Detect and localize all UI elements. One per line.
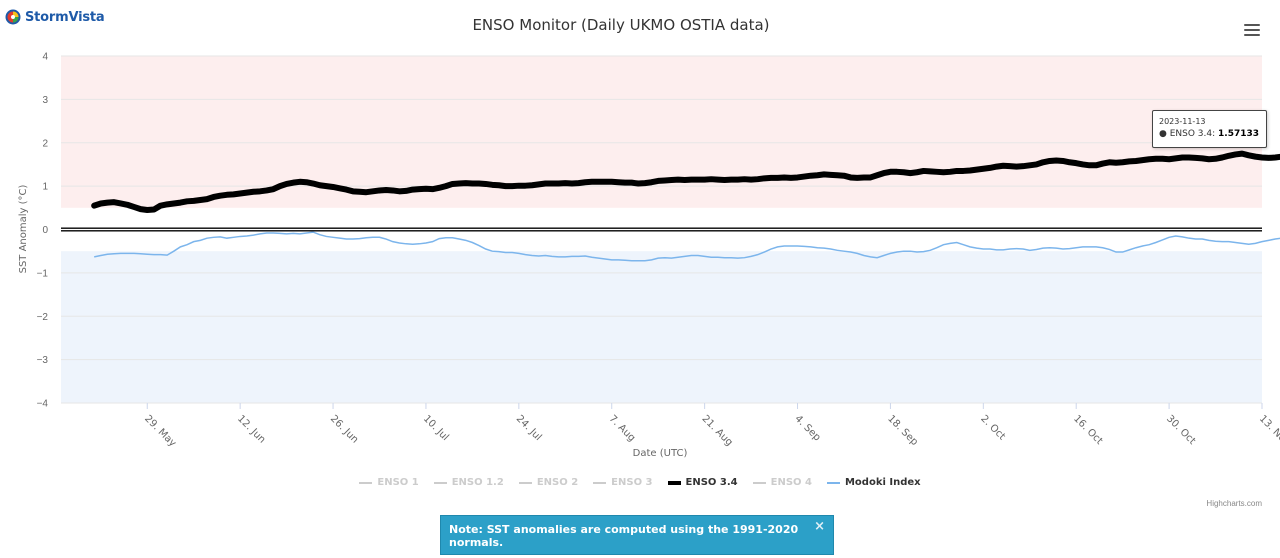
note-text: Note: SST anomalies are computed using t… <box>449 523 799 549</box>
modoki-series-line[interactable] <box>94 228 1280 262</box>
legend-swatch <box>752 481 766 484</box>
x-tick-label: 30. Oct <box>1164 413 1198 447</box>
close-icon[interactable]: × <box>814 519 825 534</box>
legend-swatch <box>433 481 447 484</box>
legend-item-enso-1-2[interactable]: ENSO 1.2 <box>433 477 504 488</box>
legend-item-modoki-index[interactable]: Modoki Index <box>826 477 921 488</box>
y-tick-label: −3 <box>37 355 49 366</box>
legend-swatch <box>518 481 532 484</box>
x-tick-label: 7. Aug <box>607 413 638 444</box>
logo[interactable]: StormVista <box>5 9 105 25</box>
tooltip-date: 2023-11-13 <box>1159 117 1206 126</box>
y-tick-label: 4 <box>42 52 48 63</box>
x-tick-label: 26. Jun <box>328 413 360 445</box>
highcharts-credits-link[interactable]: Highcharts.com <box>1206 499 1262 508</box>
y-tick-label: 1 <box>42 182 48 193</box>
x-tick-label: 4. Sep <box>792 413 822 443</box>
legend-swatch <box>593 481 607 484</box>
x-tick-label: 16. Oct <box>1071 413 1105 447</box>
y-tick-label: −4 <box>37 399 49 410</box>
legend-item-enso-4[interactable]: ENSO 4 <box>752 477 812 488</box>
positive-anomaly-band <box>61 56 1262 208</box>
enso34-series-line[interactable] <box>91 150 1280 213</box>
x-tick-label: 29. May <box>142 413 178 449</box>
legend-item-enso-2[interactable]: ENSO 2 <box>518 477 579 488</box>
y-tick-label: 0 <box>42 225 48 236</box>
legend-label: ENSO 2 <box>536 477 579 488</box>
negative-anomaly-band <box>61 251 1262 403</box>
y-tick-label: −1 <box>37 268 49 279</box>
legend-label: ENSO 3.4 <box>685 477 738 488</box>
legend-label: ENSO 1 <box>377 477 419 488</box>
x-tick-label: 24. Jul <box>514 413 544 443</box>
y-axis-title: SST Anomaly (°C) <box>18 184 29 273</box>
legend-swatch <box>826 481 840 484</box>
x-axis-title: Date (UTC) <box>633 448 688 459</box>
x-tick-label: 21. Aug <box>700 413 735 448</box>
x-tick-label: 18. Sep <box>885 413 920 448</box>
x-tick-label: 10. Jul <box>421 413 451 443</box>
legend-item-enso-1[interactable]: ENSO 1 <box>359 477 419 488</box>
tooltip-value: 1.57133 <box>1218 129 1260 139</box>
tooltip-row: ● ENSO 3.4: 1.57133 <box>1159 129 1260 139</box>
x-tick-label: 13. Nov <box>1257 413 1280 448</box>
y-tick-label: −2 <box>37 312 49 323</box>
stormvista-logo-icon <box>5 9 21 25</box>
data-tooltip: 2023-11-13 ● ENSO 3.4: 1.57133 <box>1152 110 1267 148</box>
legend-swatch <box>667 480 681 485</box>
tooltip-series: ENSO 3.4: <box>1169 129 1216 139</box>
legend-label: ENSO 3 <box>611 477 653 488</box>
legend-label: ENSO 1.2 <box>451 477 504 488</box>
x-tick-label: 2. Oct <box>978 413 1007 442</box>
normals-note-banner: Note: SST anomalies are computed using t… <box>440 515 834 555</box>
legend-label: Modoki Index <box>844 477 921 488</box>
brand-name: StormVista <box>25 9 105 25</box>
y-tick-label: 3 <box>42 95 48 106</box>
legend-item-enso-3-4[interactable]: ENSO 3.4 <box>667 477 738 488</box>
legend-swatch <box>359 481 373 484</box>
x-tick-label: 12. Jun <box>235 413 267 445</box>
chart-title: ENSO Monitor (Daily UKMO OSTIA data) <box>472 16 770 34</box>
y-tick-label: 2 <box>42 138 48 149</box>
legend-item-enso-3[interactable]: ENSO 3 <box>593 477 653 488</box>
legend-label: ENSO 4 <box>770 477 812 488</box>
enso-chart: 4 3 2 1 0 −1 −2 −3 −4 29. May 12. Jun 26. Jun 10. J… <box>18 52 1280 459</box>
hamburger-menu-icon[interactable] <box>1243 21 1261 37</box>
chart-legend: ENSO 1 ENSO 1.2 ENSO 2 ENSO 3 ENSO 3.4 E… <box>0 477 1280 488</box>
